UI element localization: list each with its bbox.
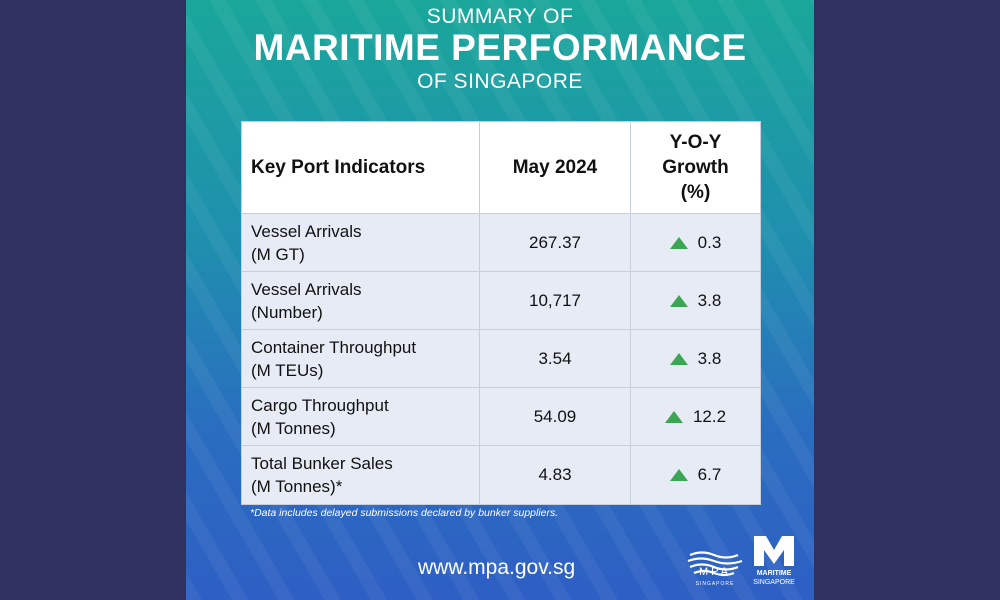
value-cell: 4.83 xyxy=(480,446,631,504)
footnote: *Data includes delayed submissions decla… xyxy=(250,507,559,519)
header-indicator: Key Port Indicators xyxy=(242,122,480,214)
up-triangle-icon xyxy=(669,352,688,365)
header-growth-line3: (%) xyxy=(680,182,711,203)
mpa-logo-text: MPA xyxy=(698,566,732,578)
indicator-cell: Cargo Throughput (M Tonnes) xyxy=(242,388,480,446)
up-triangle-icon xyxy=(669,469,688,481)
growth-value: 3.8 xyxy=(697,348,722,368)
indicator-label: Total Bunker Sales xyxy=(251,454,393,473)
up-triangle-icon xyxy=(669,236,688,249)
growth-value: 12.2 xyxy=(692,406,727,426)
table-row: Vessel Arrivals (M GT) 267.37 0.3 xyxy=(242,214,760,272)
indicators-table: Key Port Indicators May 2024 Y-O-Y Growt… xyxy=(241,121,761,505)
indicator-cell: Vessel Arrivals (Number) xyxy=(242,272,480,330)
growth-cell: 12.2 xyxy=(631,388,760,446)
growth-cell: 3.8 xyxy=(631,330,760,388)
growth-cell: 6.7 xyxy=(631,446,760,504)
title-line-3: OF SINGAPORE xyxy=(417,70,583,93)
indicator-cell: Vessel Arrivals (M GT) xyxy=(242,214,480,272)
up-triangle-icon xyxy=(669,294,688,307)
value-cell: 54.09 xyxy=(480,388,631,446)
growth-value: 3.8 xyxy=(697,290,722,310)
indicator-label: Vessel Arrivals xyxy=(251,221,362,241)
mpa-logo-subtext: SINGAPORE xyxy=(695,581,735,587)
indicator-cell: Container Throughput (M TEUs) xyxy=(242,330,480,388)
table-header-row: Key Port Indicators May 2024 Y-O-Y Growt… xyxy=(242,122,760,214)
table-row: Cargo Throughput (M Tonnes) 54.09 12.2 xyxy=(242,388,760,446)
mpa-wave-logo-icon xyxy=(687,551,743,577)
maritime-logo-line1: MARITIME xyxy=(756,570,792,577)
maritime-logo-line2: SINGAPORE xyxy=(753,579,795,586)
header-period: May 2024 xyxy=(480,122,631,214)
indicator-unit: (M Tonnes)* xyxy=(251,477,343,496)
website-link[interactable]: www.mpa.gov.sg xyxy=(418,556,576,579)
header-growth-line1: Y-O-Y xyxy=(669,132,722,153)
indicator-unit: (Number) xyxy=(251,302,323,322)
indicator-label: Container Throughput xyxy=(251,337,417,357)
maritime-singapore-logo-icon xyxy=(754,536,794,566)
table-row: Container Throughput (M TEUs) 3.54 3.8 xyxy=(242,330,760,388)
indicator-unit: (M TEUs) xyxy=(251,360,324,380)
value-cell: 3.54 xyxy=(480,330,631,388)
table-row: Total Bunker Sales (M Tonnes)* 4.83 6.7 xyxy=(242,446,760,504)
indicator-unit: (M GT) xyxy=(251,244,305,264)
value-cell: 267.37 xyxy=(480,214,631,272)
indicator-label: Vessel Arrivals xyxy=(251,279,362,299)
up-triangle-icon xyxy=(664,410,683,423)
value-cell: 10,717 xyxy=(480,272,631,330)
infographic-poster: SUMMARY OF MARITIME PERFORMANCE OF SINGA… xyxy=(186,0,814,600)
indicator-cell: Total Bunker Sales (M Tonnes)* xyxy=(242,446,480,504)
growth-cell: 3.8 xyxy=(631,272,760,330)
growth-value: 0.3 xyxy=(697,232,722,252)
header-growth-line2: Growth xyxy=(662,157,729,178)
title-line-2: MARITIME PERFORMANCE xyxy=(253,27,747,68)
growth-value: 6.7 xyxy=(697,465,722,484)
indicator-label: Cargo Throughput xyxy=(251,395,389,415)
header-growth: Y-O-Y Growth (%) xyxy=(631,122,760,214)
growth-cell: 0.3 xyxy=(631,214,760,272)
title-line-1: SUMMARY OF xyxy=(426,5,574,28)
table-row: Vessel Arrivals (Number) 10,717 3.8 xyxy=(242,272,760,330)
indicator-unit: (M Tonnes) xyxy=(251,418,336,438)
